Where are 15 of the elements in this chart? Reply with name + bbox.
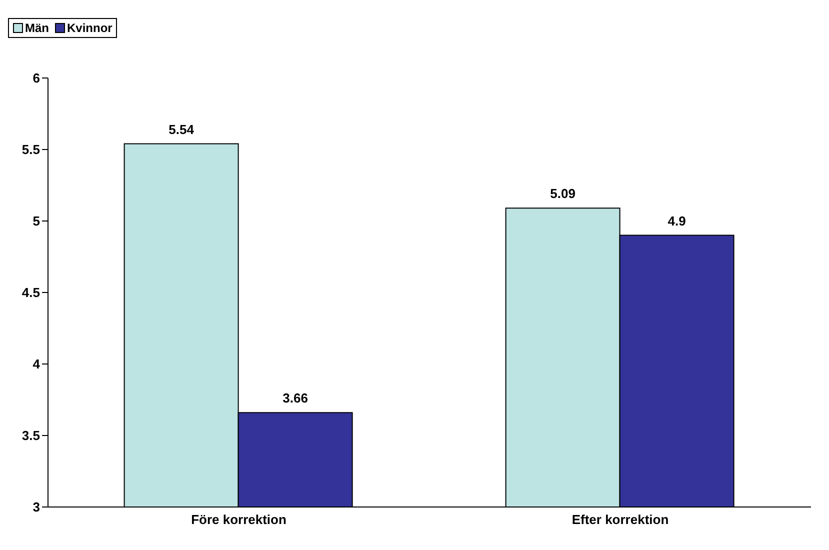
data-label: 4.9: [668, 213, 686, 228]
data-label: 3.66: [282, 390, 308, 406]
y-tick-label: 5.5: [22, 142, 40, 158]
x-tick-label: Före korrektion: [191, 512, 286, 528]
y-tick-label: 4.5: [22, 285, 40, 300]
y-tick-label: 3: [32, 500, 40, 515]
y-tick-label: 6: [32, 70, 40, 86]
legend-label: Kvinnor: [66, 21, 112, 35]
legend-label: Män: [24, 21, 49, 35]
x-tick-label: Efter korrektion: [572, 512, 669, 528]
data-label: 5.09: [550, 186, 576, 202]
y-tick-label: 3.5: [22, 428, 40, 444]
y-tick-label: 5: [32, 214, 40, 229]
data-label: 5.54: [168, 122, 195, 137]
y-tick-label: 4: [32, 356, 41, 372]
